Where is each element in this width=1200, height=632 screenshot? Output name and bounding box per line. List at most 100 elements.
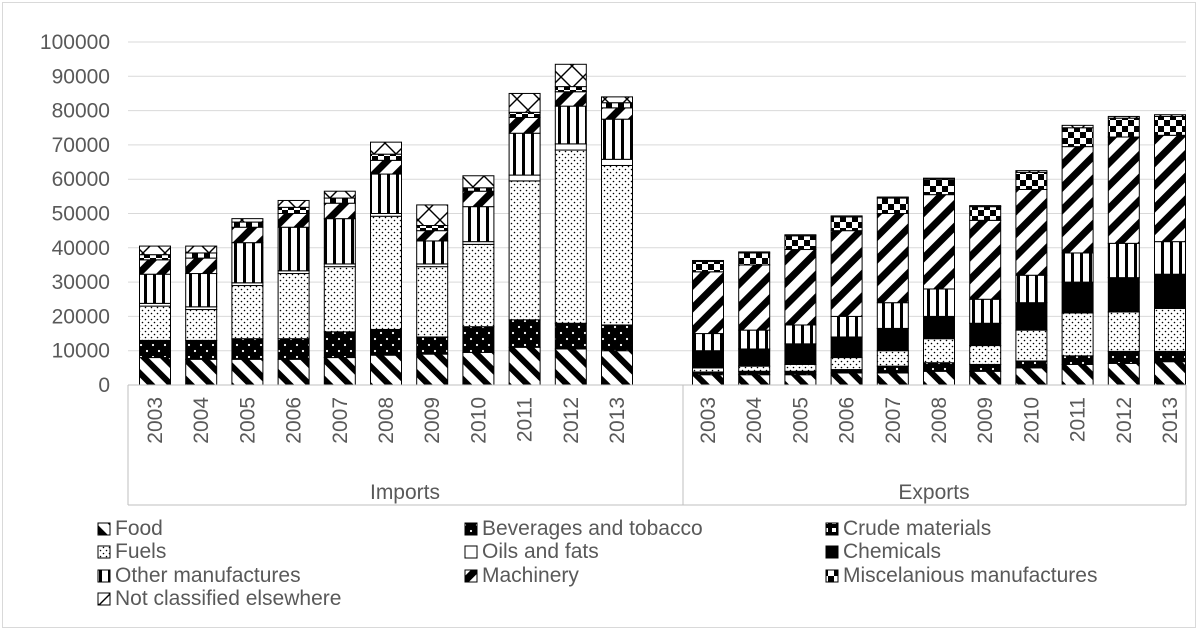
bar-segment-exports-2008-beverages-and-tobacco — [923, 362, 955, 372]
bar-segment-imports-2007-fuels — [323, 266, 356, 333]
bar-segment-exports-2004-not-classified-elsewhere — [738, 251, 771, 254]
x-tick-label-exports-2008: 2008 — [928, 397, 951, 444]
bar-segment-exports-2013-other-manufactures — [1154, 241, 1186, 275]
bar-segment-exports-2011-not-classified-elsewhere — [1061, 124, 1094, 129]
bar-segment-imports-2013-oils-and-fats — [601, 158, 633, 166]
bar-segment-imports-2011-beverages-and-tobacco — [508, 319, 541, 348]
bar-segment-imports-2007-beverages-and-tobacco — [323, 331, 356, 359]
bar-segment-exports-2007-other-manufactures — [876, 302, 909, 329]
bar-segment-exports-2009-machinery — [969, 219, 1002, 300]
bar-segment-exports-2013-machinery — [1154, 134, 1186, 243]
x-tick-label-imports-2013: 2013 — [606, 397, 629, 444]
legend-item-fuels: Fuels — [97, 540, 166, 563]
bar-segment-imports-2013-not-classified-elsewhere — [601, 96, 633, 104]
x-axis: 2003 2004 2005 2006 2007 2008 2009 2010 2011 2012… — [127, 384, 1187, 506]
bar-stack-imports-2007 — [323, 190, 356, 386]
bar-segment-exports-2011-machinery — [1061, 146, 1094, 254]
y-tick-label-30000: 30000 — [52, 271, 110, 294]
legend-label-food: Food — [115, 517, 163, 540]
bar-segment-imports-2003-machinery — [139, 259, 171, 275]
bar-segment-exports-2007-chemicals — [876, 327, 909, 352]
x-tick-label-imports-2003: 2003 — [144, 397, 167, 444]
legend-swatch-food — [97, 522, 111, 536]
bar-segment-imports-2008-machinery — [370, 159, 402, 175]
bar-segment-imports-2005-miscelanious-manufactures — [231, 221, 264, 228]
y-tick-label-80000: 80000 — [52, 100, 110, 123]
bar-segment-imports-2006-machinery — [277, 213, 310, 228]
legend-swatch-machinery — [464, 569, 478, 583]
bar-segment-imports-2009-food — [416, 353, 449, 386]
bar-segment-exports-2005-beverages-and-tobacco — [784, 370, 817, 376]
bar-segment-exports-2012-food — [1107, 362, 1140, 386]
bar-segment-imports-2006-other-manufactures — [277, 226, 310, 272]
bar-segment-exports-2009-beverages-and-tobacco — [969, 363, 1002, 372]
group-label-imports: Imports — [370, 481, 440, 504]
bar-segment-exports-2010-beverages-and-tobacco — [1015, 360, 1048, 369]
bar-segment-imports-2010-miscelanious-manufactures — [462, 187, 495, 192]
bar-segment-imports-2005-beverages-and-tobacco — [231, 338, 264, 360]
bar-segment-exports-2012-fuels — [1107, 311, 1140, 352]
bar-segment-exports-2007-food — [876, 372, 909, 386]
bar-segment-imports-2011-fuels — [508, 180, 541, 321]
bar-segment-exports-2013-beverages-and-tobacco — [1154, 350, 1186, 363]
bar-segment-imports-2009-not-classified-elsewhere — [416, 204, 449, 227]
bar-segment-exports-2009-not-classified-elsewhere — [969, 205, 1002, 208]
bar-stack-exports-2008 — [923, 177, 955, 386]
bar-segment-imports-2012-food — [554, 348, 587, 386]
bar-segment-exports-2006-beverages-and-tobacco — [830, 369, 863, 374]
bar-segment-exports-2013-fuels — [1154, 308, 1186, 352]
bar-segment-exports-2011-food — [1061, 363, 1094, 386]
bar-segment-exports-2003-chemicals — [692, 350, 724, 369]
x-tick-label-imports-2005: 2005 — [236, 397, 259, 444]
x-tick-label-exports-2012: 2012 — [1113, 397, 1136, 444]
bar-segment-imports-2009-machinery — [416, 230, 449, 242]
bar-stack-exports-2003 — [692, 259, 724, 386]
bar-segment-exports-2004-machinery — [738, 264, 771, 331]
bar-segment-imports-2010-beverages-and-tobacco — [462, 326, 495, 353]
bar-segment-exports-2008-other-manufactures — [923, 288, 955, 317]
x-tick-label-exports-2003: 2003 — [697, 397, 720, 444]
bar-segment-exports-2008-machinery — [923, 194, 955, 290]
bar-segment-imports-2006-food — [277, 358, 310, 386]
bar-segment-exports-2008-chemicals — [923, 315, 955, 340]
bar-segment-exports-2003-miscelanious-manufactures — [692, 261, 724, 273]
bar-segment-imports-2009-fuels — [416, 266, 449, 338]
legend-swatch-crude-materials — [825, 522, 839, 536]
x-tick-label-imports-2008: 2008 — [375, 397, 398, 444]
bar-segment-imports-2004-other-manufactures — [185, 273, 218, 308]
legend-item-crude-materials: Crude materials — [825, 517, 991, 540]
bar-segment-imports-2007-not-classified-elsewhere — [323, 190, 356, 199]
legend-item-machinery: Machinery — [464, 564, 579, 587]
y-tick-label-90000: 90000 — [52, 65, 110, 88]
bar-segment-imports-2008-food — [370, 354, 402, 386]
bar-segment-imports-2007-miscelanious-manufactures — [323, 197, 356, 204]
bar-segment-imports-2003-miscelanious-manufactures — [139, 254, 171, 261]
bar-stack-exports-2013 — [1154, 114, 1186, 386]
bar-segment-imports-2013-fuels — [601, 164, 633, 326]
bar-segment-exports-2008-food — [923, 370, 955, 386]
bar-stack-exports-2010 — [1015, 170, 1048, 386]
bar-stack-exports-2012 — [1107, 115, 1140, 386]
bar-segment-imports-2003-other-manufactures — [139, 273, 171, 304]
legend-swatch-oils-and-fats — [464, 545, 478, 559]
bar-segment-imports-2004-beverages-and-tobacco — [185, 339, 218, 360]
bar-segment-exports-2009-food — [969, 370, 1002, 386]
bar-segment-imports-2005-fuels — [231, 285, 264, 340]
bar-segment-exports-2007-miscelanious-manufactures — [876, 197, 909, 215]
bar-segment-exports-2004-other-manufactures — [738, 329, 771, 350]
bar-segment-imports-2011-miscelanious-manufactures — [508, 111, 541, 118]
bar-segment-exports-2004-fuels — [738, 365, 771, 372]
bar-segment-exports-2010-other-manufactures — [1015, 274, 1048, 304]
legend: Food Beverages and tobacco Crude materials… — [97, 517, 1097, 610]
bar-segment-imports-2004-food — [185, 358, 218, 386]
bar-stack-imports-2004 — [185, 245, 218, 386]
bar-segment-exports-2013-food — [1154, 361, 1186, 386]
bar-segment-imports-2013-beverages-and-tobacco — [601, 324, 633, 352]
x-tick-label-exports-2005: 2005 — [789, 397, 812, 444]
bar-segment-exports-2003-food — [692, 374, 724, 386]
bar-segment-imports-2003-not-classified-elsewhere — [139, 245, 171, 256]
bar-segment-exports-2012-machinery — [1107, 136, 1140, 244]
bars — [139, 63, 1186, 386]
y-tick-label-0: 0 — [98, 374, 110, 397]
